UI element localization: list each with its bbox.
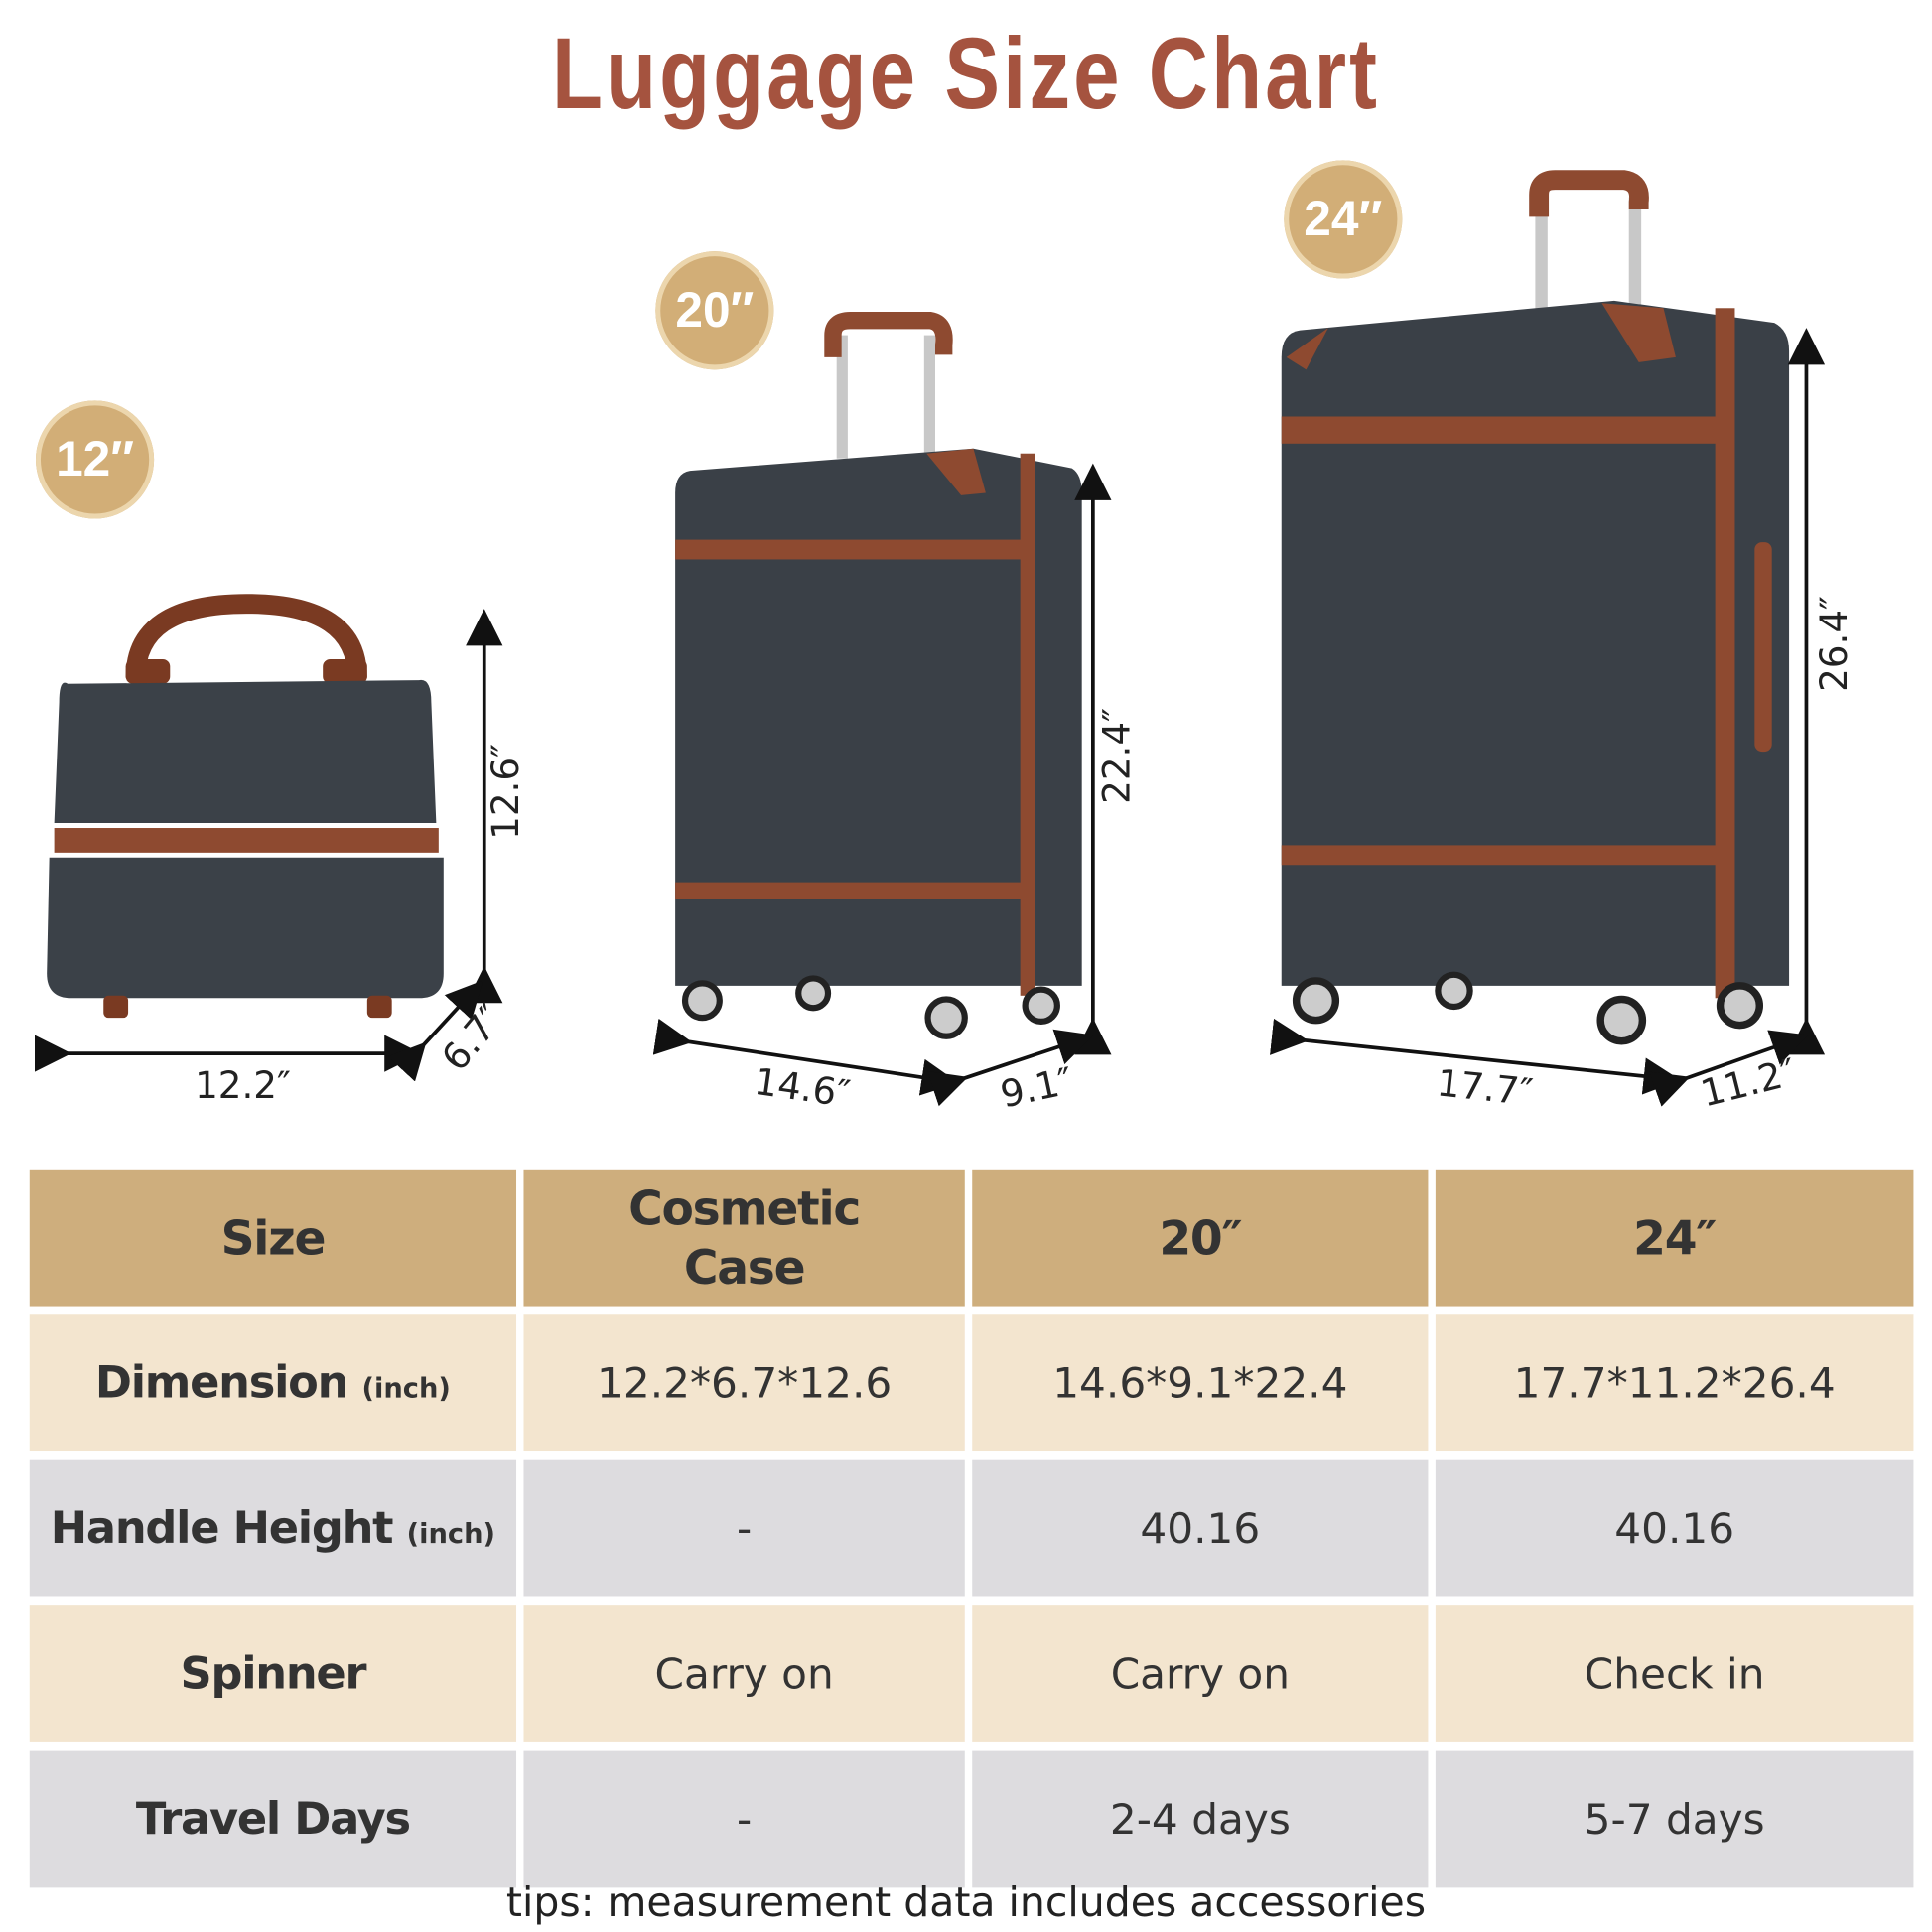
suitcase-20-image (675, 311, 1082, 1039)
suitcase-24-image (1281, 170, 1790, 1045)
header-20: 20″ (972, 1169, 1429, 1307)
dimension-arrows (34, 328, 1826, 1107)
table-cell: 40.16 (1435, 1459, 1914, 1597)
table-row: Spinner Carry on Carry on Check in (29, 1605, 1914, 1742)
table-cell: 14.6*9.1*22.4 (972, 1314, 1429, 1452)
table-cell: 5-7 days (1435, 1750, 1914, 1888)
header-cosmetic-case-label: Cosmetic Case (628, 1180, 861, 1295)
table-cell: Check in (1435, 1605, 1914, 1742)
table-cell: 2-4 days (972, 1750, 1429, 1888)
table-header-row: Size Cosmetic Case 20″ 24″ (29, 1169, 1914, 1307)
size-badge-12: 12″ (35, 400, 155, 519)
row-label-handle-height: Handle Height (inch) (29, 1459, 517, 1597)
cosmetic-width-label: 12.2″ (195, 1064, 291, 1108)
table-cell: Carry on (523, 1605, 965, 1742)
page-title: Luggage Size Chart (552, 18, 1380, 131)
cosmetic-case-image (47, 594, 444, 1019)
row-label-dimension: Dimension (inch) (29, 1314, 517, 1452)
suitcase-24-height-label: 26.4″ (1813, 596, 1857, 692)
row-label-travel-days: Travel Days (29, 1750, 517, 1888)
tip-note: tips: measurement data includes accessor… (505, 1877, 1427, 1926)
row-label-text: Dimension (94, 1357, 349, 1409)
row-label-spinner: Spinner (29, 1605, 517, 1742)
luggage-illustrations (34, 170, 1826, 1107)
cosmetic-height-label: 12.6″ (484, 743, 528, 840)
row-unit: (inch) (361, 1373, 451, 1405)
table-cell: 40.16 (972, 1459, 1429, 1597)
size-table: Size Cosmetic Case 20″ 24″ Dimension (in… (22, 1161, 1921, 1896)
header-size: Size (29, 1169, 517, 1307)
row-label-text: Handle Height (50, 1503, 394, 1555)
table-row: Handle Height (inch) - 40.16 40.16 (29, 1459, 1914, 1597)
suitcase-20-height-label: 22.4″ (1095, 708, 1140, 804)
table-row: Dimension (inch) 12.2*6.7*12.6 14.6*9.1*… (29, 1314, 1914, 1452)
table-cell: - (523, 1459, 965, 1597)
row-unit: (inch) (406, 1519, 496, 1551)
header-cosmetic-case: Cosmetic Case (523, 1169, 965, 1307)
table-row: Travel Days - 2-4 days 5-7 days (29, 1750, 1914, 1888)
table-cell: 17.7*11.2*26.4 (1435, 1314, 1914, 1452)
size-badge-24: 24″ (1284, 160, 1403, 279)
header-24: 24″ (1435, 1169, 1914, 1307)
table-cell: - (523, 1750, 965, 1888)
size-badge-20: 20″ (655, 251, 774, 370)
table-cell: 12.2*6.7*12.6 (523, 1314, 965, 1452)
table-cell: Carry on (972, 1605, 1429, 1742)
